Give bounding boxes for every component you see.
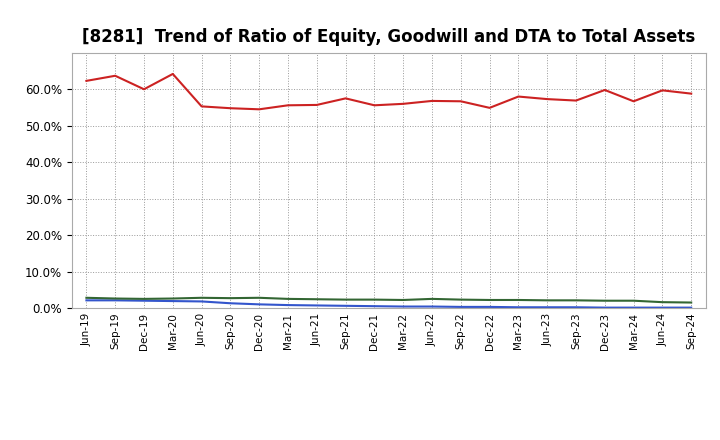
Deferred Tax Assets [543,298,552,303]
Goodwill [226,301,235,306]
Deferred Tax Assets [399,297,408,303]
Goodwill [140,298,148,303]
Goodwill [687,305,696,310]
Equity [255,106,264,112]
Deferred Tax Assets [284,296,292,301]
Deferred Tax Assets [111,296,120,301]
Equity [600,88,609,93]
Equity [140,87,148,92]
Equity [341,96,350,101]
Goodwill [485,304,494,310]
Equity [687,91,696,96]
Goodwill [197,299,206,304]
Deferred Tax Assets [255,295,264,301]
Line: Equity: Equity [86,74,691,109]
Equity [284,103,292,108]
Deferred Tax Assets [168,296,177,301]
Deferred Tax Assets [600,298,609,303]
Goodwill [312,303,321,308]
Equity [370,103,379,108]
Equity [168,71,177,77]
Equity [226,106,235,111]
Deferred Tax Assets [485,297,494,303]
Equity [514,94,523,99]
Goodwill [600,305,609,310]
Equity [658,88,667,93]
Goodwill [399,304,408,309]
Goodwill [658,305,667,310]
Equity [399,101,408,106]
Title: [8281]  Trend of Ratio of Equity, Goodwill and DTA to Total Assets: [8281] Trend of Ratio of Equity, Goodwil… [82,28,696,46]
Goodwill [572,304,580,310]
Goodwill [168,298,177,304]
Deferred Tax Assets [312,297,321,302]
Deferred Tax Assets [687,300,696,305]
Equity [111,73,120,78]
Equity [485,105,494,110]
Line: Goodwill: Goodwill [86,301,691,308]
Equity [197,104,206,109]
Deferred Tax Assets [658,300,667,305]
Equity [572,98,580,103]
Goodwill [370,304,379,309]
Deferred Tax Assets [572,298,580,303]
Goodwill [428,304,436,309]
Goodwill [255,302,264,307]
Deferred Tax Assets [140,296,148,301]
Goodwill [341,303,350,308]
Equity [456,99,465,104]
Goodwill [456,304,465,310]
Deferred Tax Assets [428,296,436,301]
Deferred Tax Assets [370,297,379,302]
Goodwill [514,304,523,310]
Goodwill [111,298,120,303]
Equity [629,99,638,104]
Equity [312,102,321,107]
Deferred Tax Assets [226,296,235,301]
Equity [543,96,552,102]
Goodwill [82,298,91,303]
Goodwill [284,302,292,308]
Line: Deferred Tax Assets: Deferred Tax Assets [86,298,691,303]
Deferred Tax Assets [341,297,350,302]
Goodwill [543,304,552,310]
Equity [82,78,91,84]
Deferred Tax Assets [197,295,206,301]
Deferred Tax Assets [514,297,523,303]
Equity [428,98,436,103]
Deferred Tax Assets [82,295,91,301]
Deferred Tax Assets [629,298,638,303]
Deferred Tax Assets [456,297,465,302]
Goodwill [629,305,638,310]
